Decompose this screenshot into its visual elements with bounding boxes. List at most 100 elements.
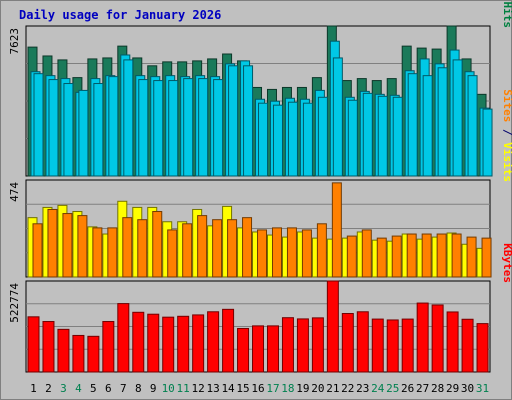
bar-top-pages-22 — [347, 99, 358, 177]
bar-middle-sites-25 — [391, 235, 402, 278]
bar-middle-sites-8 — [137, 219, 148, 278]
x-tick-label-10: 10 — [162, 382, 175, 395]
bar-bottom-kbytes-22 — [341, 313, 354, 373]
bar-bottom-kbytes-2 — [42, 321, 55, 373]
x-tick-label-3: 3 — [60, 382, 67, 395]
bar-bottom-kbytes-18 — [281, 317, 294, 373]
x-tick-label-24: 24 — [371, 382, 385, 395]
bar-top-pages-21 — [332, 57, 343, 177]
bar-top-pages-14 — [228, 65, 239, 177]
bar-middle-sites-2 — [47, 208, 58, 278]
bar-middle-sites-19 — [301, 229, 312, 278]
bar-bottom-kbytes-14 — [222, 308, 235, 373]
side-label-part-middle-2: Visits — [501, 142, 512, 182]
bar-top-pages-29 — [452, 59, 463, 177]
bar-middle-sites-1 — [32, 223, 43, 278]
bar-bottom-kbytes-30 — [461, 318, 474, 373]
bar-middle-sites-23 — [361, 229, 372, 278]
bar-bottom-kbytes-10 — [162, 316, 175, 373]
bar-top-pages-24 — [377, 95, 388, 177]
bar-bottom-kbytes-21 — [326, 280, 339, 373]
bar-middle-sites-17 — [271, 227, 282, 278]
bar-bottom-kbytes-31 — [476, 323, 489, 373]
bar-middle-sites-14 — [227, 219, 238, 278]
bar-bottom-kbytes-25 — [386, 319, 399, 373]
bar-bottom-kbytes-26 — [401, 318, 414, 373]
x-tick-label-4: 4 — [75, 382, 82, 395]
bar-top-pages-23 — [362, 92, 373, 177]
bar-bottom-kbytes-17 — [266, 325, 279, 373]
chart-panels: 7623 Pages / Files / Hits 474 Sites / Visit… — [8, 0, 512, 373]
bar-middle-sites-11 — [182, 223, 193, 278]
bar-top-pages-25 — [392, 96, 403, 177]
bar-top-pages-19 — [302, 102, 313, 177]
x-tick-label-1: 1 — [30, 382, 37, 395]
x-tick-label-23: 23 — [356, 382, 369, 395]
panel-bottom: 522774 KBytes — [8, 243, 512, 373]
bar-bottom-kbytes-29 — [446, 311, 459, 373]
side-label-part-middle-0: Sites — [501, 89, 512, 122]
panel-middle: 474 Sites / Visits — [8, 89, 512, 278]
bar-middle-sites-5 — [92, 227, 103, 278]
bar-middle-sites-27 — [421, 233, 432, 278]
bar-middle-sites-10 — [167, 229, 178, 278]
x-tick-label-6: 6 — [105, 382, 112, 395]
x-tick-label-19: 19 — [296, 382, 309, 395]
x-tick-label-11: 11 — [177, 382, 190, 395]
x-tick-label-2: 2 — [45, 382, 52, 395]
panel-max-label-middle: 474 — [8, 182, 21, 202]
x-tick-label-16: 16 — [251, 382, 264, 395]
bar-middle-sites-31 — [481, 237, 492, 278]
bar-top-pages-30 — [467, 75, 478, 177]
bar-top-pages-20 — [317, 96, 328, 177]
bar-bottom-kbytes-20 — [311, 317, 324, 373]
x-tick-label-30: 30 — [461, 382, 474, 395]
bar-middle-sites-6 — [107, 227, 118, 278]
bar-bottom-kbytes-15 — [237, 327, 250, 373]
x-tick-label-26: 26 — [401, 382, 414, 395]
x-tick-label-22: 22 — [341, 382, 354, 395]
bar-middle-sites-12 — [197, 215, 208, 278]
bar-top-pages-26 — [407, 73, 418, 177]
bar-middle-sites-21 — [331, 182, 342, 278]
panel-max-label-bottom: 522774 — [8, 283, 21, 323]
bar-top-pages-6 — [108, 76, 119, 177]
x-axis-labels: 1 2 3 4 5 6 7 8 9 10 11 12 13 14 15 16 17 18 19 20 21 22 23 24 2… — [30, 382, 489, 395]
bar-bottom-kbytes-12 — [192, 314, 205, 373]
bar-bottom-kbytes-9 — [147, 313, 160, 373]
x-tick-label-13: 13 — [206, 382, 219, 395]
panel-side-label-top: Pages / Files / Hits — [501, 0, 512, 28]
bar-bottom-kbytes-28 — [431, 304, 444, 373]
bar-top-pages-10 — [168, 80, 179, 177]
bar-middle-sites-16 — [257, 229, 268, 278]
bar-top-pages-28 — [437, 67, 448, 177]
side-label-part-bottom-0: KBytes — [501, 243, 512, 283]
bar-middle-sites-9 — [152, 211, 163, 278]
bar-top-pages-13 — [213, 79, 224, 177]
bar-top-pages-16 — [258, 102, 269, 177]
bar-middle-sites-22 — [346, 235, 357, 278]
x-tick-label-18: 18 — [281, 382, 294, 395]
bar-top-pages-4 — [78, 89, 89, 177]
bar-bottom-kbytes-16 — [252, 325, 265, 373]
bar-top-pages-15 — [243, 65, 254, 177]
bar-top-pages-8 — [138, 79, 149, 177]
bar-bottom-kbytes-4 — [72, 334, 85, 373]
bar-middle-sites-30 — [466, 236, 477, 278]
x-tick-label-27: 27 — [416, 382, 429, 395]
bar-top-pages-18 — [287, 101, 298, 177]
bar-middle-sites-29 — [451, 233, 462, 278]
bar-middle-sites-4 — [77, 215, 88, 278]
bar-middle-sites-13 — [212, 219, 223, 278]
bar-middle-sites-15 — [242, 217, 253, 278]
bar-top-pages-27 — [422, 75, 433, 177]
bar-bottom-kbytes-23 — [356, 311, 369, 373]
bar-middle-sites-18 — [286, 227, 297, 278]
bar-bottom-kbytes-8 — [132, 311, 145, 373]
bar-bottom-kbytes-6 — [102, 321, 115, 373]
bar-middle-sites-28 — [436, 233, 447, 278]
x-tick-label-8: 8 — [135, 382, 142, 395]
bar-bottom-kbytes-11 — [177, 315, 190, 373]
bar-top-pages-7 — [123, 59, 134, 177]
